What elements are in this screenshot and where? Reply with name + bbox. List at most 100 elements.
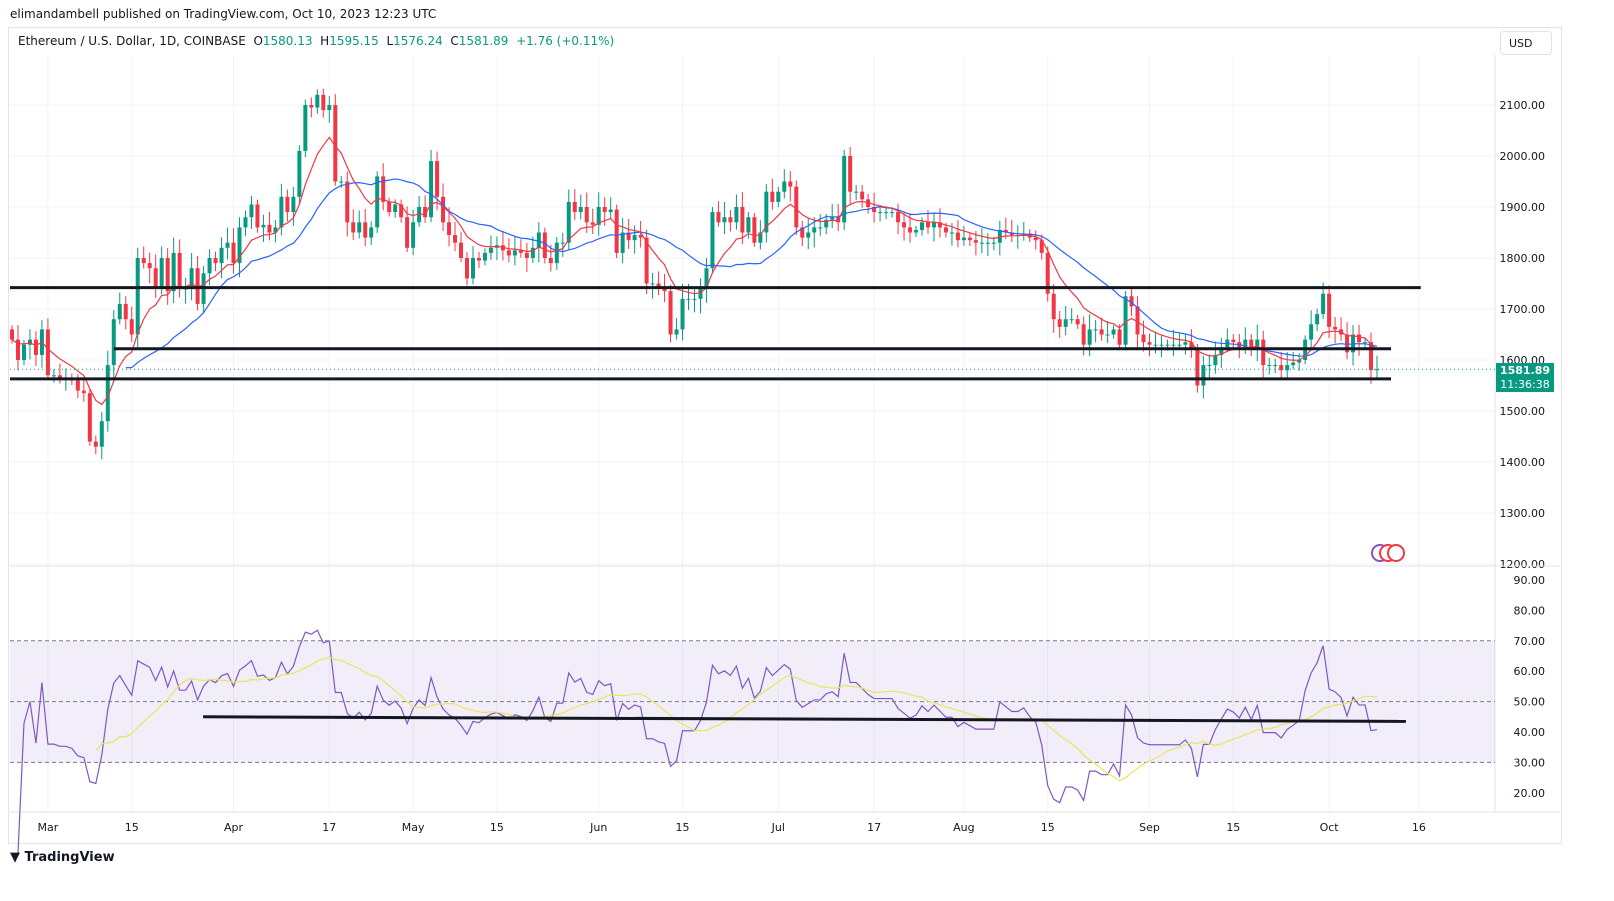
candle-body bbox=[728, 217, 733, 223]
candle-body bbox=[488, 247, 493, 253]
candle bbox=[548, 244, 553, 272]
rsi-tick-label: 20.00 bbox=[1514, 787, 1546, 800]
candle bbox=[1171, 329, 1176, 357]
candle-body bbox=[375, 176, 380, 228]
candle bbox=[668, 284, 673, 343]
candle bbox=[710, 207, 715, 274]
candle-body bbox=[297, 150, 302, 197]
candle bbox=[453, 221, 458, 252]
candle-body bbox=[357, 222, 362, 233]
candle bbox=[129, 306, 134, 342]
candle-body bbox=[668, 291, 673, 335]
change-value: +1.76 (+0.11%) bbox=[516, 34, 615, 48]
candle-body bbox=[411, 222, 416, 248]
candle-body bbox=[183, 288, 188, 290]
candle-body bbox=[1249, 339, 1254, 350]
candle-body bbox=[800, 227, 805, 238]
candle bbox=[572, 189, 577, 220]
time-tick-label: Mar bbox=[38, 821, 59, 834]
candle-body bbox=[572, 201, 577, 213]
price-tick-label: 1300.00 bbox=[1500, 507, 1546, 520]
candle-body bbox=[123, 303, 128, 320]
candle-body bbox=[1051, 293, 1056, 320]
candle bbox=[931, 212, 936, 242]
candle-body bbox=[441, 196, 446, 223]
candle-body bbox=[135, 258, 140, 335]
candle-body bbox=[1267, 365, 1272, 367]
candle-body bbox=[788, 181, 793, 187]
candle-body bbox=[806, 232, 811, 238]
tradingview-logo[interactable]: ▼ TradingView bbox=[10, 850, 115, 865]
time-tick-label: 15 bbox=[1226, 821, 1240, 834]
rsi-tick-label: 70.00 bbox=[1514, 635, 1546, 648]
candle-body bbox=[794, 186, 799, 228]
candle-body bbox=[914, 229, 919, 233]
candle-body bbox=[818, 227, 823, 229]
candle bbox=[554, 237, 559, 270]
candle bbox=[770, 178, 775, 210]
candle-body bbox=[243, 217, 248, 228]
candle-body bbox=[470, 258, 475, 279]
candle-body bbox=[680, 298, 685, 330]
candle bbox=[620, 218, 625, 264]
candle bbox=[794, 180, 799, 236]
candle bbox=[1093, 320, 1098, 343]
candle-body bbox=[27, 339, 32, 345]
candle bbox=[345, 171, 350, 237]
candle-body bbox=[273, 227, 278, 233]
candle bbox=[87, 389, 92, 446]
candle-body bbox=[339, 181, 344, 183]
candle-body bbox=[1111, 329, 1116, 335]
candle bbox=[530, 236, 535, 264]
candle-body bbox=[776, 191, 781, 202]
candle-body bbox=[447, 222, 452, 236]
candle-body bbox=[584, 207, 589, 223]
candle-body bbox=[1207, 365, 1212, 367]
candle bbox=[81, 377, 86, 402]
candle-body bbox=[662, 288, 667, 292]
candle-body bbox=[1183, 342, 1188, 345]
candle bbox=[1249, 334, 1254, 357]
candle-body bbox=[1315, 314, 1320, 325]
candle bbox=[818, 214, 823, 236]
price-tick-label: 1700.00 bbox=[1500, 303, 1546, 316]
candle bbox=[955, 220, 960, 248]
candle-body bbox=[1231, 339, 1236, 343]
candle-body bbox=[141, 258, 146, 264]
candle bbox=[680, 284, 685, 341]
time-tick-label: 17 bbox=[322, 821, 336, 834]
candle-body bbox=[518, 250, 523, 253]
candle bbox=[183, 278, 188, 304]
close-value: 1581.89 bbox=[458, 34, 509, 48]
candle bbox=[482, 248, 487, 266]
candle bbox=[363, 208, 368, 247]
candle-body bbox=[752, 217, 757, 243]
candle-body bbox=[656, 283, 661, 289]
candle-body bbox=[459, 242, 464, 258]
candle bbox=[656, 271, 661, 296]
candle bbox=[111, 310, 116, 378]
candle-body bbox=[1057, 319, 1062, 327]
candle-body bbox=[309, 105, 314, 108]
candle-body bbox=[1255, 339, 1260, 350]
candle bbox=[291, 186, 296, 226]
candle-body bbox=[578, 207, 583, 213]
candle bbox=[674, 318, 679, 340]
candle bbox=[788, 171, 793, 202]
candle bbox=[1237, 334, 1242, 359]
candle bbox=[417, 196, 422, 227]
symbol-title: Ethereum / U.S. Dollar, 1D, COINBASE bbox=[18, 34, 246, 48]
candle bbox=[381, 163, 386, 211]
candle bbox=[1123, 291, 1128, 351]
candle bbox=[105, 350, 110, 432]
open-label: O bbox=[253, 34, 263, 48]
candle-body bbox=[973, 240, 978, 243]
candle-body bbox=[1219, 347, 1224, 355]
time-tick-label: 16 bbox=[1412, 821, 1426, 834]
currency-button[interactable]: USD bbox=[1500, 31, 1552, 55]
candle-body bbox=[824, 219, 829, 228]
candle-body bbox=[740, 207, 745, 233]
candle-body bbox=[1069, 319, 1074, 321]
candle-body bbox=[920, 222, 924, 230]
